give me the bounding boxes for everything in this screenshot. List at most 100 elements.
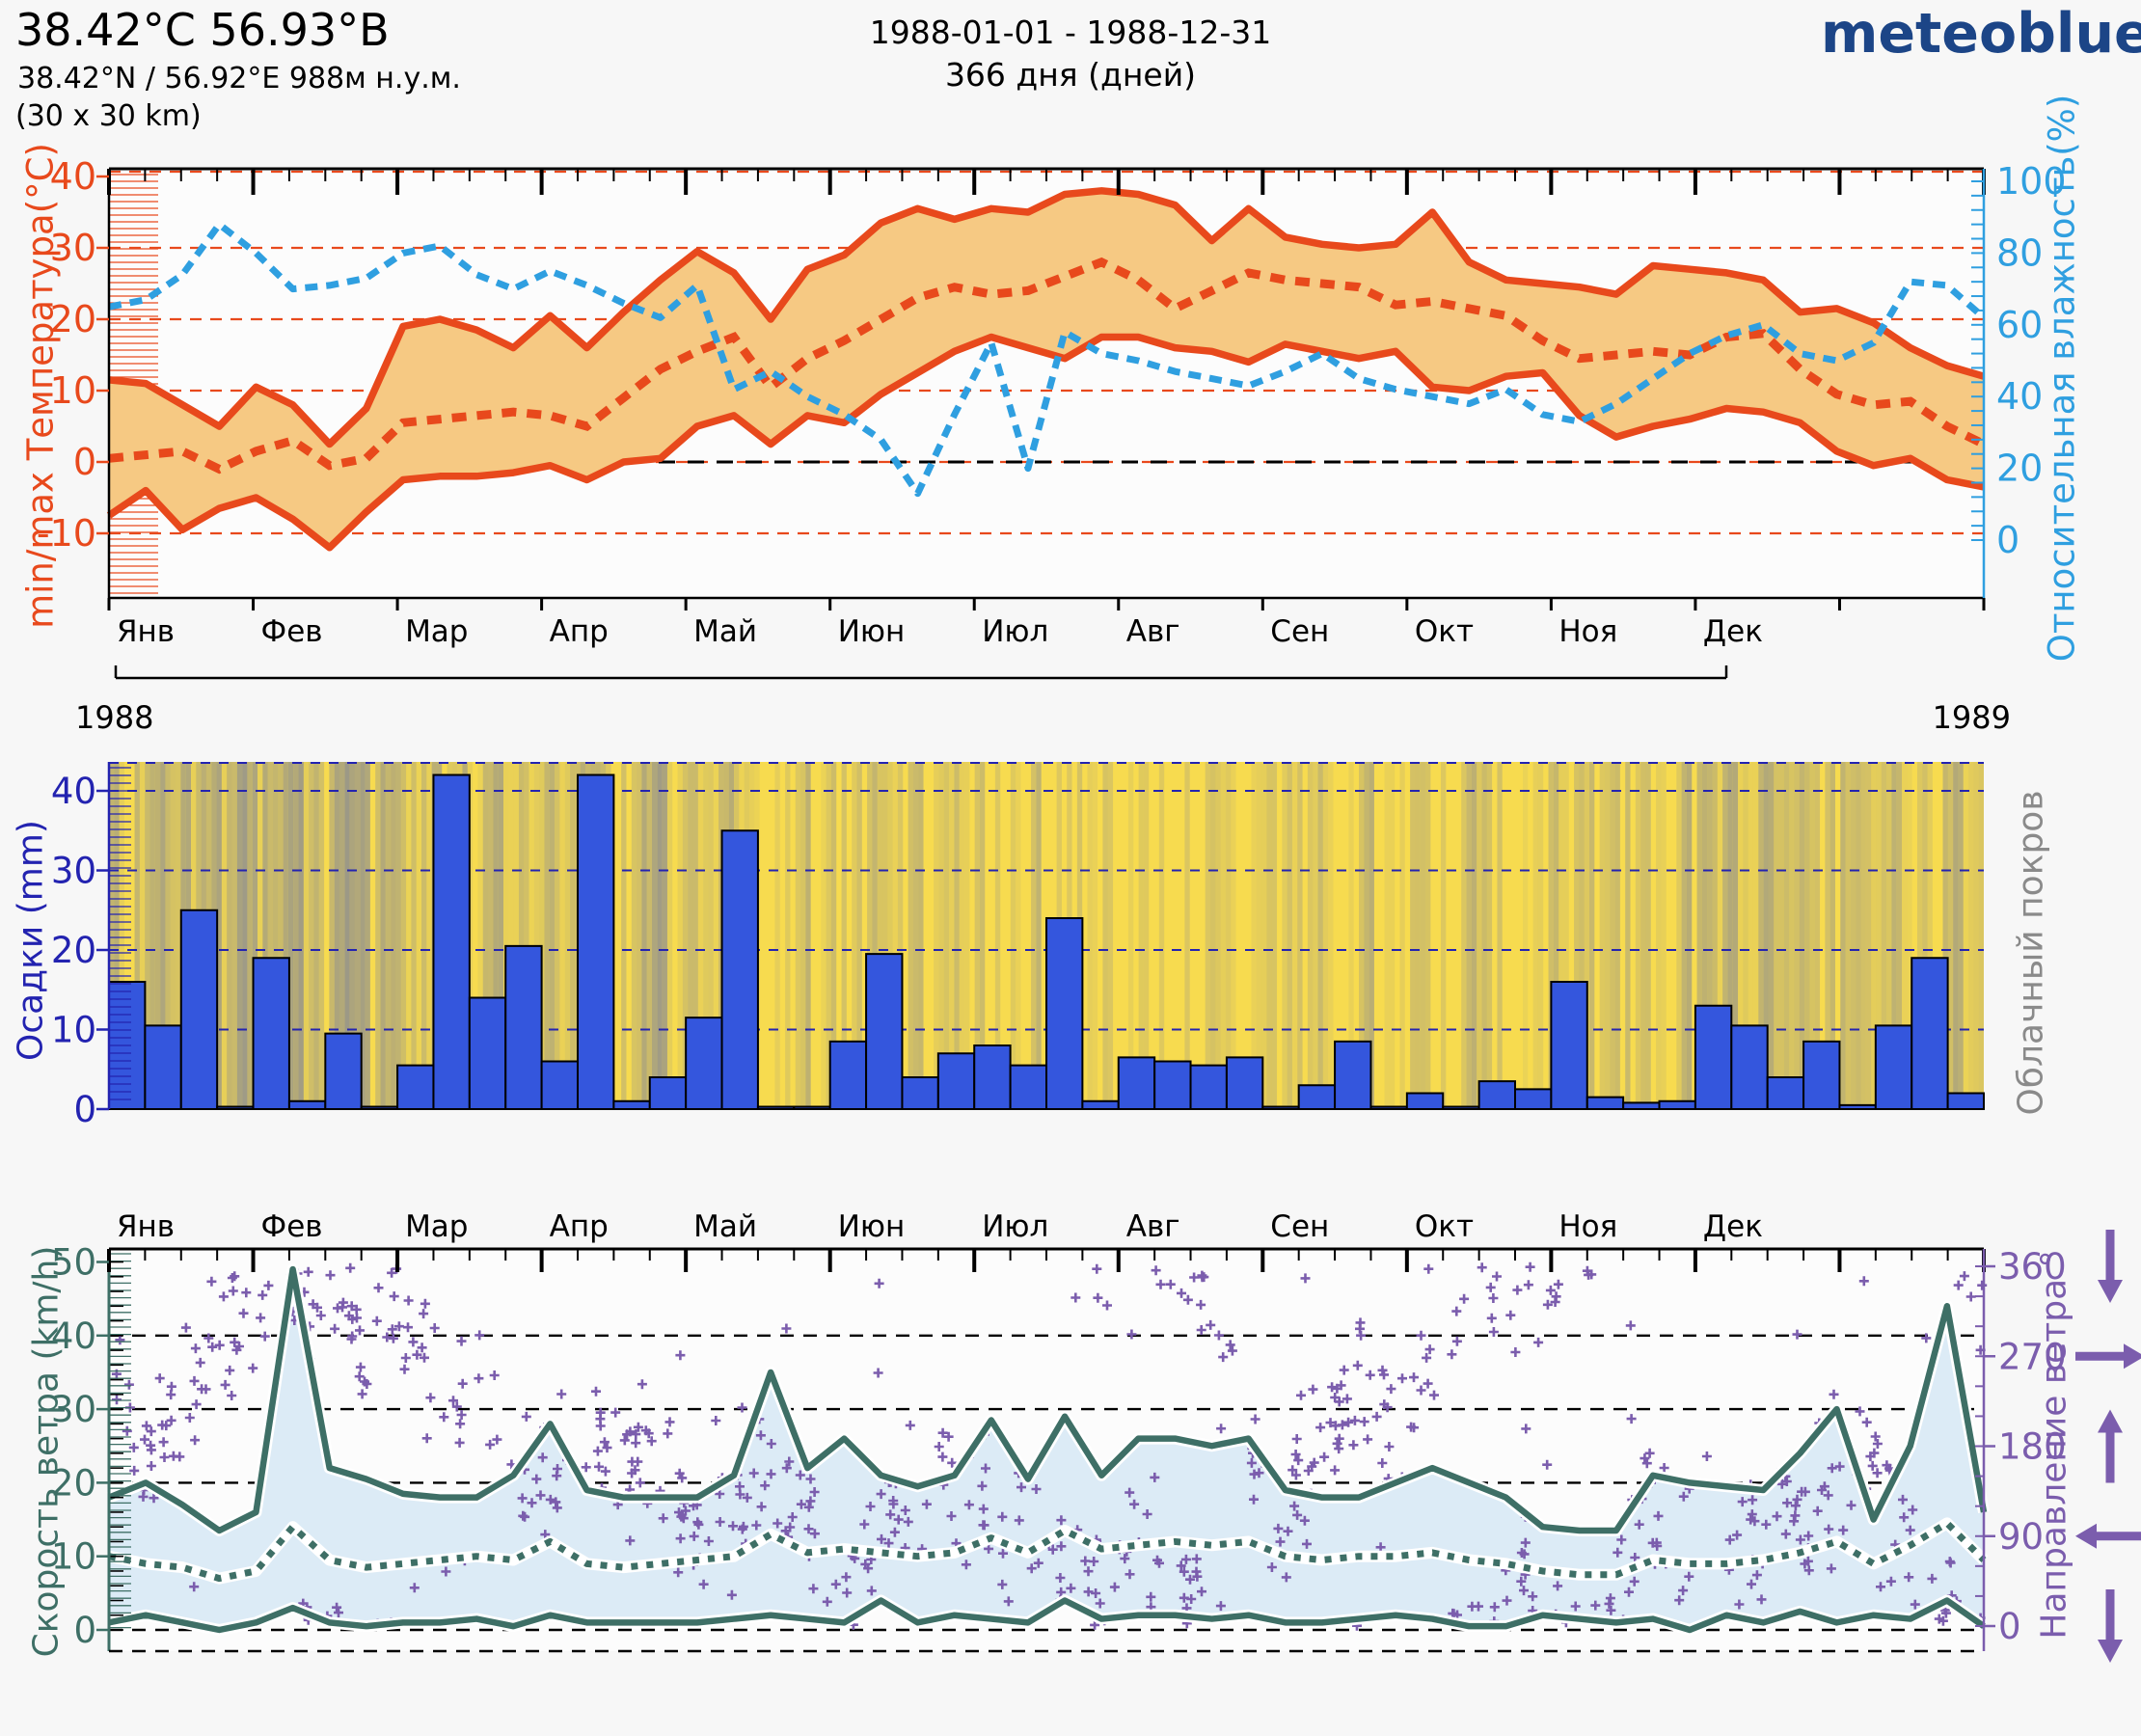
meteoblue-logo: meteoblue xyxy=(1821,2,2141,66)
svg-text:10: 10 xyxy=(51,1536,96,1578)
coordinates-label: 38.42°N / 56.92°E 988м н.у.м. xyxy=(17,62,461,95)
svg-text:60: 60 xyxy=(1996,304,2043,346)
precip-bar xyxy=(432,773,471,1110)
svg-text:40: 40 xyxy=(51,771,96,812)
svg-text:40: 40 xyxy=(1996,375,2043,418)
year-end-label: 1989 xyxy=(1933,699,2011,736)
precip-bar xyxy=(1405,1092,1445,1110)
precip-bar xyxy=(1622,1101,1661,1111)
precip-bar xyxy=(936,1052,976,1110)
precip-bar xyxy=(396,1064,435,1110)
precip-bar xyxy=(360,1105,399,1111)
svg-text:0: 0 xyxy=(73,1089,96,1130)
precipitation-cloud-chart: 40 30 20 10 0 xyxy=(51,762,1985,1130)
month-label: Авг xyxy=(1126,614,1180,649)
day-count-label: 366 дня (дней) xyxy=(944,56,1197,94)
precip-bar xyxy=(1911,957,1949,1110)
arrow-up-icon xyxy=(2098,1409,2123,1433)
month-label: Май xyxy=(693,1209,757,1244)
precip-bar xyxy=(973,1044,1012,1110)
svg-text:0: 0 xyxy=(73,1610,96,1651)
precipitation-tick-labels: 40 30 20 10 0 xyxy=(51,771,96,1130)
svg-text:360: 360 xyxy=(1998,1246,2067,1288)
precip-bar xyxy=(901,1076,939,1110)
precip-bar xyxy=(1261,1105,1300,1111)
precip-bar xyxy=(1117,1056,1156,1110)
precip-left-hatch xyxy=(110,767,131,1100)
precip-bar xyxy=(1153,1060,1192,1110)
precip-bar xyxy=(685,1017,723,1110)
month-axis-bottom: Янв Фев Мар Апр Май Июн Июл Авг Сен Окт Ноя Дек xyxy=(117,1209,1763,1244)
svg-text:20: 20 xyxy=(51,930,96,971)
temp-max-line xyxy=(108,187,1986,448)
precip-bar xyxy=(1045,917,1084,1110)
precip-bar xyxy=(504,944,543,1110)
precip-bar xyxy=(1225,1056,1264,1110)
precip-bar xyxy=(1585,1096,1625,1110)
svg-text:10: 10 xyxy=(51,1010,96,1051)
wind-left-hatch xyxy=(110,1253,131,1629)
month-axis-top: Янв Фев Мар Апр Май Июн Июл Авг Сен Окт Ноя Дек xyxy=(117,614,1763,649)
precip-bar xyxy=(1369,1105,1408,1111)
precip-bar xyxy=(1081,1099,1120,1110)
precip-bar xyxy=(612,1099,651,1110)
precip-bar xyxy=(468,996,507,1110)
precip-bar xyxy=(1009,1064,1047,1110)
month-label: Июл xyxy=(982,614,1048,649)
month-label: Апр xyxy=(550,1209,609,1244)
precip-bar xyxy=(648,1076,688,1110)
month-label: Ноя xyxy=(1558,614,1617,649)
svg-text:20: 20 xyxy=(1996,448,2043,490)
precip-bar xyxy=(540,1060,579,1110)
svg-text:-10: -10 xyxy=(37,512,96,555)
precip-bar xyxy=(1297,1084,1337,1110)
precip-bar xyxy=(1189,1064,1228,1110)
precip-bar xyxy=(1730,1024,1769,1110)
month-label: Окт xyxy=(1415,1209,1474,1244)
month-label: Апр xyxy=(550,614,609,649)
wind-mean-line xyxy=(108,1519,1987,1583)
wind-direction-scatter xyxy=(111,1261,1988,1631)
precip-bar xyxy=(828,1040,868,1110)
precip-bar xyxy=(144,1024,182,1110)
temperature-tick-labels: 40 30 20 10 0 -10 xyxy=(37,155,96,555)
svg-text:90: 90 xyxy=(1998,1516,2044,1558)
report-period: 1988-01-01 - 1988-12-31 366 дня (дней) xyxy=(588,12,1553,96)
temp-min-line xyxy=(106,333,1985,552)
month-label: Мар xyxy=(405,614,468,649)
precip-bar xyxy=(287,1099,327,1110)
arrow-down-icon xyxy=(2098,1280,2123,1304)
svg-text:20: 20 xyxy=(50,298,96,340)
precip-bar xyxy=(720,829,759,1110)
precipitation-bars xyxy=(108,773,1985,1111)
wind-chart: 50 40 30 20 10 0 360 270 180 90 0 xyxy=(51,1242,2067,1653)
month-label: Сен xyxy=(1270,614,1329,649)
temp-mean-line xyxy=(108,257,1986,475)
wind-speed-tick-labels: 50 40 30 20 10 0 xyxy=(51,1242,96,1652)
svg-text:20: 20 xyxy=(51,1462,96,1504)
month-label: Ноя xyxy=(1558,1209,1617,1244)
month-label: Июн xyxy=(838,614,906,649)
wind-direction-tick-labels: 360 270 180 90 0 xyxy=(1998,1246,2067,1647)
arrow-down-icon xyxy=(2098,1640,2123,1663)
precip-bar xyxy=(1802,1040,1841,1110)
month-label: Янв xyxy=(117,1209,175,1244)
temperature-band xyxy=(109,190,1984,548)
precip-bar xyxy=(1514,1088,1553,1110)
precip-bar xyxy=(1766,1076,1805,1110)
month-label: Сен xyxy=(1270,1209,1329,1244)
month-label: Июл xyxy=(982,1209,1048,1244)
precip-bar xyxy=(216,1105,255,1111)
month-label: Окт xyxy=(1415,614,1474,649)
precip-bar xyxy=(1477,1080,1516,1110)
date-range-label: 1988-01-01 - 1988-12-31 xyxy=(869,14,1272,51)
precip-bar xyxy=(1658,1099,1696,1110)
direction-arrows xyxy=(2075,1230,2141,1663)
precip-bar xyxy=(865,953,904,1110)
precip-bar xyxy=(577,773,615,1110)
svg-text:100: 100 xyxy=(1996,160,2067,203)
precip-bar xyxy=(1838,1103,1877,1110)
month-label: Дек xyxy=(1703,1209,1763,1244)
